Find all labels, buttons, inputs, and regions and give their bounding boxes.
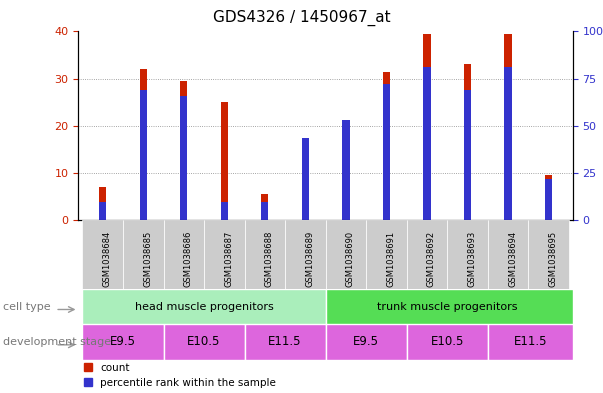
Bar xyxy=(83,220,123,289)
Bar xyxy=(285,220,326,289)
Bar xyxy=(343,120,350,220)
Bar xyxy=(221,102,228,220)
Text: GSM1038685: GSM1038685 xyxy=(144,231,152,287)
Bar xyxy=(99,187,106,220)
Text: E9.5: E9.5 xyxy=(110,335,136,349)
Bar xyxy=(245,220,285,289)
Bar xyxy=(326,220,366,289)
Text: E11.5: E11.5 xyxy=(514,335,547,349)
Bar xyxy=(221,202,228,220)
Text: development stage: development stage xyxy=(3,337,111,347)
Text: E9.5: E9.5 xyxy=(353,335,379,349)
Bar xyxy=(163,220,204,289)
Bar xyxy=(139,69,147,220)
Text: GSM1038688: GSM1038688 xyxy=(265,231,274,287)
Bar xyxy=(545,179,552,220)
Bar xyxy=(204,220,245,289)
Bar xyxy=(545,175,552,220)
Bar xyxy=(139,90,147,220)
Bar xyxy=(423,67,431,220)
Bar xyxy=(343,126,350,220)
Legend: count, percentile rank within the sample: count, percentile rank within the sample xyxy=(84,363,276,388)
Bar xyxy=(83,324,163,360)
Text: head muscle progenitors: head muscle progenitors xyxy=(134,301,273,312)
Text: E10.5: E10.5 xyxy=(431,335,464,349)
Text: E11.5: E11.5 xyxy=(268,335,302,349)
Text: cell type: cell type xyxy=(3,301,51,312)
Bar xyxy=(406,324,488,360)
Bar xyxy=(245,324,326,360)
Bar xyxy=(99,202,106,220)
Bar xyxy=(163,324,245,360)
Bar xyxy=(261,202,268,220)
Bar xyxy=(488,220,528,289)
Bar xyxy=(366,220,406,289)
Bar xyxy=(383,72,390,220)
Bar xyxy=(488,324,573,360)
Bar xyxy=(261,194,268,220)
Bar xyxy=(464,90,471,220)
Bar xyxy=(423,34,431,220)
Text: GSM1038689: GSM1038689 xyxy=(305,231,314,287)
Text: GSM1038686: GSM1038686 xyxy=(184,231,193,287)
Text: GSM1038694: GSM1038694 xyxy=(508,231,517,287)
Text: GSM1038684: GSM1038684 xyxy=(103,231,112,287)
Bar xyxy=(383,84,390,220)
Bar xyxy=(464,64,471,220)
Text: GSM1038693: GSM1038693 xyxy=(467,231,476,287)
Bar xyxy=(504,67,512,220)
Text: GSM1038691: GSM1038691 xyxy=(387,231,396,287)
Text: GSM1038692: GSM1038692 xyxy=(427,231,436,287)
Bar xyxy=(302,142,309,220)
Bar xyxy=(528,220,569,289)
Text: GSM1038687: GSM1038687 xyxy=(224,231,233,287)
Text: GSM1038695: GSM1038695 xyxy=(549,231,558,287)
Text: E10.5: E10.5 xyxy=(188,335,221,349)
Bar xyxy=(447,220,488,289)
Bar xyxy=(302,138,309,220)
Bar xyxy=(406,220,447,289)
Text: GDS4326 / 1450967_at: GDS4326 / 1450967_at xyxy=(213,9,390,26)
Bar xyxy=(504,34,512,220)
Bar xyxy=(123,220,163,289)
Text: GSM1038690: GSM1038690 xyxy=(346,231,355,287)
Bar xyxy=(180,96,188,220)
Bar xyxy=(326,289,573,324)
Bar xyxy=(326,324,406,360)
Text: trunk muscle progenitors: trunk muscle progenitors xyxy=(377,301,517,312)
Bar xyxy=(83,289,326,324)
Bar xyxy=(180,81,188,220)
